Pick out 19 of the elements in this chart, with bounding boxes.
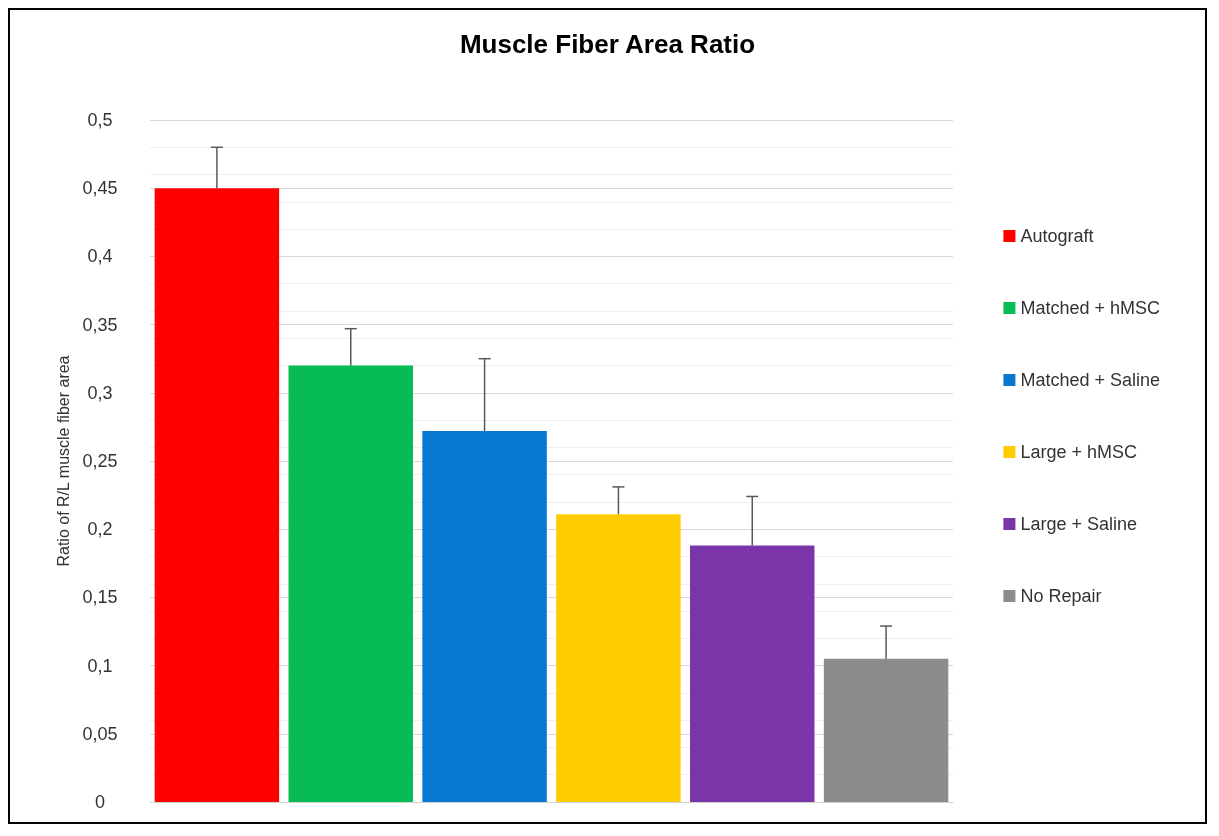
y-tick-label: 0,2	[87, 519, 113, 540]
y-tick-label: 0,1	[87, 655, 113, 676]
y-axis-title: Ratio of R/L muscle fiber area	[55, 355, 73, 567]
y-tick-label: 0,25	[82, 451, 118, 471]
legend-label: Large + hMSC	[1020, 442, 1137, 462]
y-tick-label: 0	[94, 792, 106, 812]
y-tick-label: 0,15	[82, 587, 118, 608]
legend-label: No Repair	[1020, 586, 1102, 606]
legend-label: Autograft	[1020, 226, 1094, 246]
legend-label: Matched + hMSC	[1020, 298, 1160, 318]
y-tick-label: 0,45	[82, 178, 118, 199]
legend-label: Matched + Saline	[1020, 370, 1161, 390]
y-tick-label: 0,4	[87, 246, 113, 267]
legend-label: Large + Saline	[1020, 514, 1138, 534]
y-tick-label: 0,05	[82, 723, 118, 744]
chart-title: Muscle Fiber Area Ratio	[459, 29, 756, 59]
y-tick-label: 0,5	[87, 110, 113, 130]
y-tick-label: 0,35	[82, 314, 118, 335]
y-tick-label: 0,3	[87, 382, 113, 403]
